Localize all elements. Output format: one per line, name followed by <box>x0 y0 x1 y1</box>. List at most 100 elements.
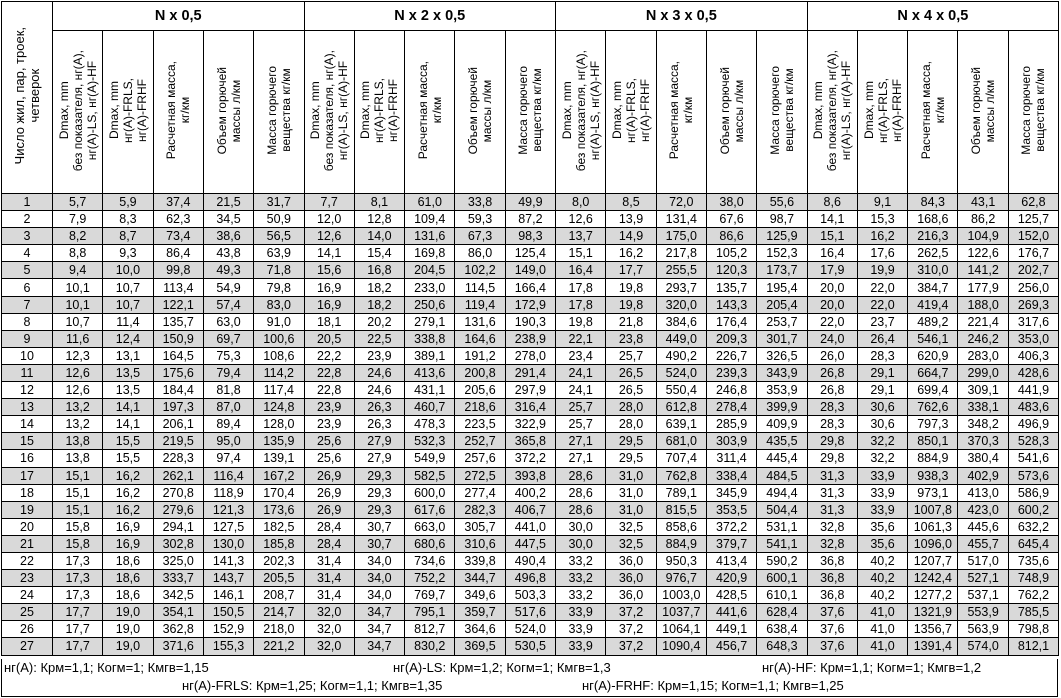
table-cell: 22,1 <box>555 329 607 348</box>
column-header-label: Dmax, mm нг(A)-FRLS, нг(A)-FRHF <box>609 77 652 143</box>
table-cell: 531,1 <box>756 517 808 536</box>
table-cell: 239,3 <box>705 363 758 383</box>
column-header-label: Масса горючего вещества кг/км <box>264 66 293 155</box>
table-cell: 680,6 <box>404 534 456 553</box>
table-cell: 155,3 <box>202 637 255 656</box>
row-number: 23 <box>1 569 53 588</box>
table-cell: 19,0 <box>102 637 154 656</box>
row-number: 12 <box>1 381 53 400</box>
table-cell: 109,4 <box>404 210 456 229</box>
table-cell: 13,2 <box>51 398 104 417</box>
table-cell: 205,4 <box>756 295 808 314</box>
table-cell: 30,7 <box>353 517 406 536</box>
table-cell: 125,4 <box>504 244 557 263</box>
table-cell: 11,6 <box>51 329 104 348</box>
table-cell: 11,4 <box>102 312 154 331</box>
table-cell: 478,3 <box>404 415 456 434</box>
table-cell: 272,5 <box>454 466 506 485</box>
table-cell: 1356,7 <box>907 620 959 639</box>
table-cell: 238,9 <box>504 329 557 348</box>
table-cell: 176,7 <box>1007 244 1060 263</box>
table-cell: 34,5 <box>202 210 255 229</box>
table-cell: 217,8 <box>655 244 707 263</box>
row-number: 10 <box>1 346 53 365</box>
table-cell: 16,2 <box>102 483 154 502</box>
table-cell: 16,9 <box>102 534 154 553</box>
table-cell: 33,9 <box>555 637 607 656</box>
table-cell: 16,8 <box>353 261 406 280</box>
table-cell: 26,8 <box>806 363 858 383</box>
table-cell: 15,4 <box>353 244 406 263</box>
table-cell: 253,7 <box>756 312 808 331</box>
table-row: 17 15,1 16,2 262,1 116,4 167,2 26,9 29,3 582,5 27… <box>1 466 1060 485</box>
table-cell: 21,5 <box>202 192 255 212</box>
column-header-label: Расчетная масса, кг/км <box>667 61 696 160</box>
table-cell: 13,5 <box>102 381 154 400</box>
table-cell: 15,6 <box>303 261 355 280</box>
table-cell: 34,7 <box>353 620 406 639</box>
column-header-label: Объем горючей массы л/км <box>969 66 998 155</box>
table-cell: 18,1 <box>303 312 355 331</box>
table-cell: 345,9 <box>705 483 758 502</box>
table-cell: 24,6 <box>353 363 406 383</box>
table-cell: 278,0 <box>504 346 557 365</box>
table-cell: 628,4 <box>756 603 808 622</box>
table-row: 3 8,2 8,7 73,4 38,6 56,5 12,6 14,0 131,6 67,3 98,3… <box>1 227 1060 246</box>
row-number: 11 <box>1 363 53 383</box>
table-cell: 23,8 <box>605 329 657 348</box>
table-cell: 812,1 <box>1007 637 1060 656</box>
table-cell: 549,9 <box>404 449 456 468</box>
table-cell: 86,4 <box>152 244 204 263</box>
table-cell: 1207,7 <box>907 551 959 571</box>
table-cell: 221,4 <box>957 312 1009 331</box>
table-cell: 1090,4 <box>655 637 707 656</box>
table-cell: 353,0 <box>1007 329 1060 348</box>
table-cell: 34,7 <box>353 637 406 656</box>
table-cell: 150,9 <box>152 329 204 348</box>
table-cell: 299,0 <box>957 363 1009 383</box>
table-cell: 125,7 <box>1007 210 1060 229</box>
table-cell: 18,6 <box>102 569 154 588</box>
table-cell: 223,5 <box>454 415 506 434</box>
table-cell: 37,6 <box>806 603 858 622</box>
table-cell: 338,8 <box>404 329 456 348</box>
table-cell: 734,6 <box>404 551 456 571</box>
table-cell: 406,7 <box>504 500 557 519</box>
table-cell: 431,1 <box>404 381 456 400</box>
table-cell: 33,9 <box>555 603 607 622</box>
table-cell: 130,0 <box>202 534 255 553</box>
table-cell: 590,2 <box>756 551 808 571</box>
table-cell: 428,5 <box>705 586 758 605</box>
table-cell: 99,8 <box>152 261 204 280</box>
table-cell: 428,6 <box>1007 363 1060 383</box>
table-cell: 40,2 <box>856 551 909 571</box>
table-cell: 29,5 <box>605 432 657 451</box>
table-cell: 122,6 <box>957 244 1009 263</box>
table-cell: 524,0 <box>655 363 707 383</box>
table-cell: 122,1 <box>152 295 204 314</box>
table-cell: 86,2 <box>957 210 1009 229</box>
table-row: 9 11,6 12,4 150,9 69,7 100,6 20,5 22,5 338,8 164,… <box>1 329 1060 348</box>
table-cell: 185,8 <box>253 534 305 553</box>
column-header-label: Масса горючего вещества кг/км <box>767 66 796 155</box>
table-cell: 496,8 <box>504 569 557 588</box>
table-cell: 31,3 <box>806 500 858 519</box>
table-cell: 639,1 <box>655 415 707 434</box>
table-cell: 359,7 <box>454 603 506 622</box>
table-cell: 38,0 <box>705 192 758 212</box>
row-number: 21 <box>1 534 53 553</box>
table-cell: 23,7 <box>856 312 909 331</box>
table-cell: 586,9 <box>1007 483 1060 502</box>
table-cell: 517,6 <box>504 603 557 622</box>
table-row: 5 9,4 10,0 99,8 49,3 71,8 15,6 16,8 204,5 102,2 14… <box>1 261 1060 280</box>
table-cell: 43,1 <box>957 192 1009 212</box>
table-cell: 30,0 <box>555 517 607 536</box>
table-cell: 149,0 <box>504 261 557 280</box>
table-cell: 36,0 <box>605 569 657 588</box>
table-cell: 168,6 <box>907 210 959 229</box>
table-cell: 32,2 <box>856 449 909 468</box>
table-cell: 279,1 <box>404 312 456 331</box>
table-cell: 19,0 <box>102 603 154 622</box>
table-cell: 343,9 <box>756 363 808 383</box>
table-cell: 9,1 <box>856 192 909 212</box>
